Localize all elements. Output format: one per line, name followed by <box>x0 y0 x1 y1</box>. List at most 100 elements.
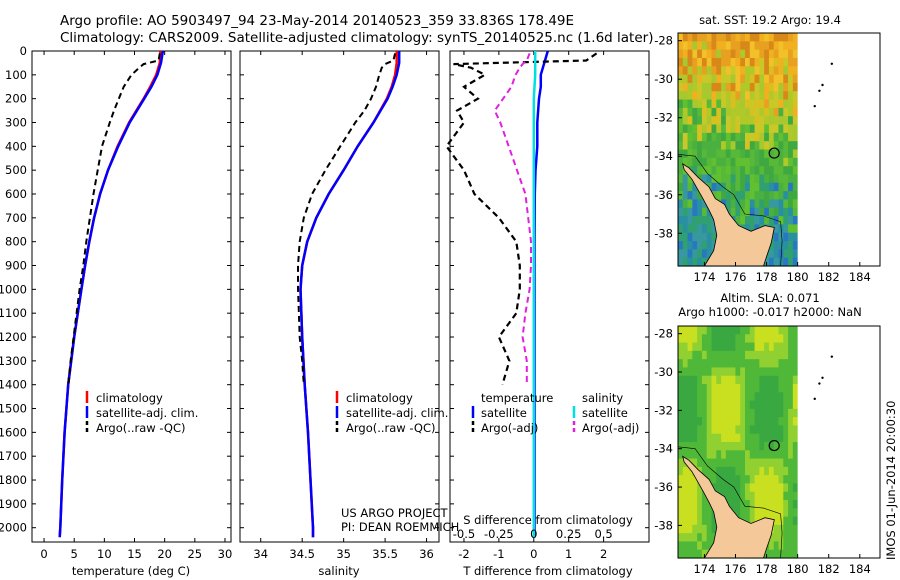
map-cell <box>768 375 775 385</box>
map-cell <box>692 350 698 360</box>
kermadec-island <box>813 397 816 401</box>
map-cell <box>701 442 708 451</box>
map-cell <box>792 141 799 151</box>
salinity-axes-frame <box>239 50 440 543</box>
x-tick-label: 0 <box>40 547 47 561</box>
map-cell <box>768 74 775 84</box>
map-cell <box>749 99 756 109</box>
map-cell <box>687 466 693 476</box>
map-cell <box>759 342 765 352</box>
map-cell <box>773 224 780 234</box>
map-cell <box>678 500 684 509</box>
credit-line-2: PI: DEAN ROEMMICH <box>341 520 459 534</box>
map-cell <box>759 400 765 410</box>
lon-tick-label: 182 <box>818 270 840 284</box>
map-cell <box>754 458 760 468</box>
map-cell <box>682 74 689 84</box>
map-cell <box>792 91 799 101</box>
map-cell <box>764 74 770 84</box>
map-cell <box>687 359 693 369</box>
map-cell <box>716 350 722 360</box>
map-cell <box>678 166 684 176</box>
map-cell <box>687 450 693 460</box>
map-cell <box>735 107 741 117</box>
map-cell <box>692 524 698 534</box>
map-cell <box>682 41 689 51</box>
map-cell <box>749 174 756 184</box>
lat-tick-label: -32 <box>654 111 673 125</box>
map-cell <box>701 458 708 468</box>
map-cell <box>692 82 698 92</box>
kermadec-island <box>821 83 824 87</box>
map-cell <box>682 533 689 543</box>
map-cell <box>706 458 713 468</box>
map-cell <box>783 458 789 468</box>
map-cell <box>725 400 732 410</box>
map-cell <box>740 417 746 427</box>
map-cell <box>682 483 689 493</box>
map-cell <box>697 516 703 526</box>
map-cell <box>792 174 799 184</box>
map-cell <box>773 342 780 352</box>
map-cell <box>792 41 799 51</box>
map-cell <box>792 342 799 352</box>
map-cell <box>711 107 717 117</box>
map-cell <box>678 359 684 369</box>
map-cell <box>701 199 708 209</box>
map-cell <box>730 91 737 101</box>
map-cell <box>706 174 713 184</box>
series-line-temperature-argo-adj- <box>445 52 598 386</box>
map-cell <box>745 124 751 134</box>
map-cell <box>768 458 775 468</box>
map-cell <box>692 549 698 559</box>
map-cell <box>725 107 732 117</box>
map-cell <box>730 425 737 435</box>
map-cell <box>783 232 789 242</box>
map-cell <box>682 157 689 167</box>
map-cell <box>725 149 732 159</box>
map-cell <box>792 450 799 460</box>
map-cell <box>730 124 737 134</box>
map-cell <box>701 157 708 167</box>
map-cell <box>764 182 770 192</box>
map-cell <box>706 342 713 352</box>
temperature-lines <box>58 50 165 538</box>
map-cell <box>788 91 794 101</box>
map-cell <box>706 442 713 451</box>
map-cell <box>768 425 775 435</box>
map-cell <box>711 458 717 468</box>
map-cell <box>764 483 770 493</box>
map-cell <box>682 491 689 501</box>
map-cell <box>778 425 784 435</box>
map-cell <box>692 157 698 167</box>
map-cell <box>692 74 698 84</box>
map-cell <box>768 342 775 352</box>
map-cell <box>697 124 703 134</box>
map-cell <box>701 533 708 543</box>
map-cell <box>773 350 780 360</box>
map-cell <box>706 166 713 176</box>
map-cell <box>754 124 760 134</box>
map-cell <box>749 342 756 352</box>
map-cell <box>678 384 684 393</box>
map-cell <box>711 533 717 543</box>
map-cell <box>745 384 751 393</box>
map-cell <box>697 199 703 209</box>
map-cell <box>678 433 684 443</box>
map-cell <box>754 483 760 493</box>
map-cell <box>792 475 799 485</box>
map-cell <box>711 99 717 109</box>
map-cell <box>692 359 698 369</box>
map-cell <box>721 350 727 360</box>
map-cell <box>682 466 689 476</box>
map-cell <box>768 249 775 259</box>
map-cell <box>788 400 794 410</box>
difference-axes-frame <box>449 50 650 543</box>
map-cell <box>692 132 698 142</box>
map-cell <box>788 116 794 126</box>
map-cell <box>745 166 751 176</box>
map-cell <box>697 107 703 117</box>
depth-tick-label: 1900 <box>0 497 27 511</box>
depth-ticks: 0 100 200 300 400 500 600 700 800 900 1000 1100 1200… <box>0 44 231 535</box>
map-cell <box>678 417 684 427</box>
